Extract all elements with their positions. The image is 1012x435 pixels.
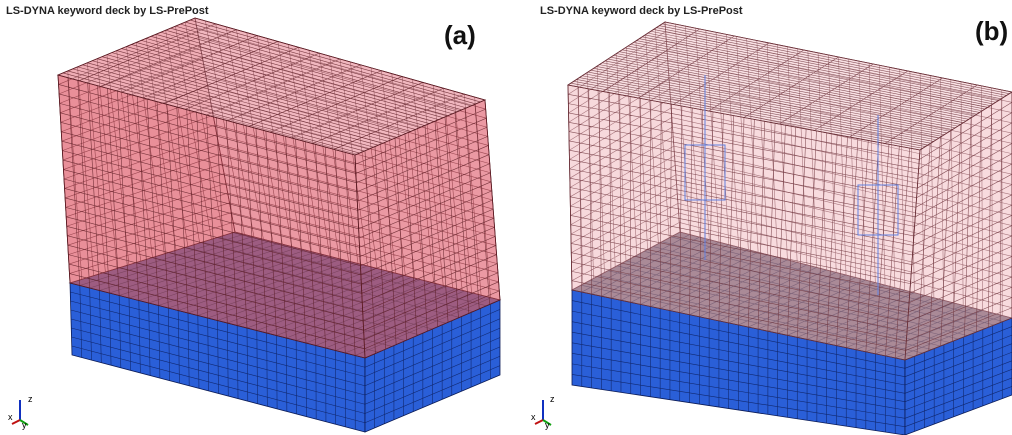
triad-label: y	[22, 420, 27, 430]
screenshot: LS-DYNA keyword deck by LS-PrePost (a) L…	[0, 0, 1012, 435]
triad-axis	[12, 420, 20, 424]
viewport-header: LS-DYNA keyword deck by LS-PrePost	[540, 5, 743, 17]
triad-label: x	[531, 412, 536, 422]
panel-label: (a)	[444, 20, 476, 50]
viewport-header: LS-DYNA keyword deck by LS-PrePost	[6, 5, 209, 17]
triad-label: x	[8, 412, 13, 422]
triad-label: z	[28, 394, 33, 404]
triad-label: z	[550, 394, 555, 404]
triad-axis	[535, 420, 543, 424]
panel-label: (b)	[975, 16, 1008, 46]
triad-label: y	[545, 420, 550, 430]
